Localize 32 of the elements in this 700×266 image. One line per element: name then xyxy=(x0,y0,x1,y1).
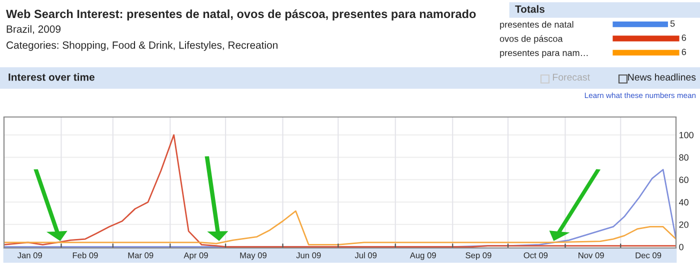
text: Categories: Shopping, Food & Drink, Lifestyles, Recreation xyxy=(6,41,278,51)
x-tick-label: Mar 09 xyxy=(128,252,154,258)
text: Forecast xyxy=(552,74,590,81)
x-tick-label: Dec 09 xyxy=(636,252,662,258)
line-series xyxy=(4,210,676,246)
y-tick-label: 0 xyxy=(679,244,684,250)
y-tick-label: 60 xyxy=(679,176,688,184)
x-tick-label: Aug 09 xyxy=(410,252,436,260)
chart-subtitle: Brazil, 2009 xyxy=(6,25,61,34)
data-label: 6 xyxy=(682,48,686,56)
x-tick-label: Apr 09 xyxy=(184,252,208,260)
x-tick-label: Sep 09 xyxy=(466,252,492,260)
data-label: 5 xyxy=(670,20,675,27)
y-tick-label: 100 xyxy=(679,132,694,138)
y-tick-label: 20 xyxy=(679,221,688,228)
x-tick-label: May 09 xyxy=(240,252,266,260)
y-tick-label: ovos de páscoa xyxy=(500,35,563,44)
y-tick-label: 80 xyxy=(679,154,688,161)
chart-title: Web Search Interest: presentes de natal, ovos de páscoa, presentes para namorado xyxy=(6,9,476,20)
y-tick-label: presentes de natal xyxy=(500,21,574,30)
x-tick-label: Jun 09 xyxy=(296,252,321,258)
text: Interest over time xyxy=(8,73,94,81)
y-tick-label: 40 xyxy=(678,199,688,206)
y-tick-label: presentes para nam… xyxy=(500,50,588,58)
text: News headlines xyxy=(628,73,696,81)
x-tick-label: Jul 09 xyxy=(354,252,377,258)
x-tick-label: Nov 09 xyxy=(578,252,604,258)
chart-title: Totals xyxy=(515,5,544,13)
x-tick-label: Oct 09 xyxy=(524,252,548,258)
data-label: 6 xyxy=(682,34,686,41)
x-tick-label: Feb 09 xyxy=(72,252,98,258)
x-tick-label: Jan 09 xyxy=(17,252,42,258)
